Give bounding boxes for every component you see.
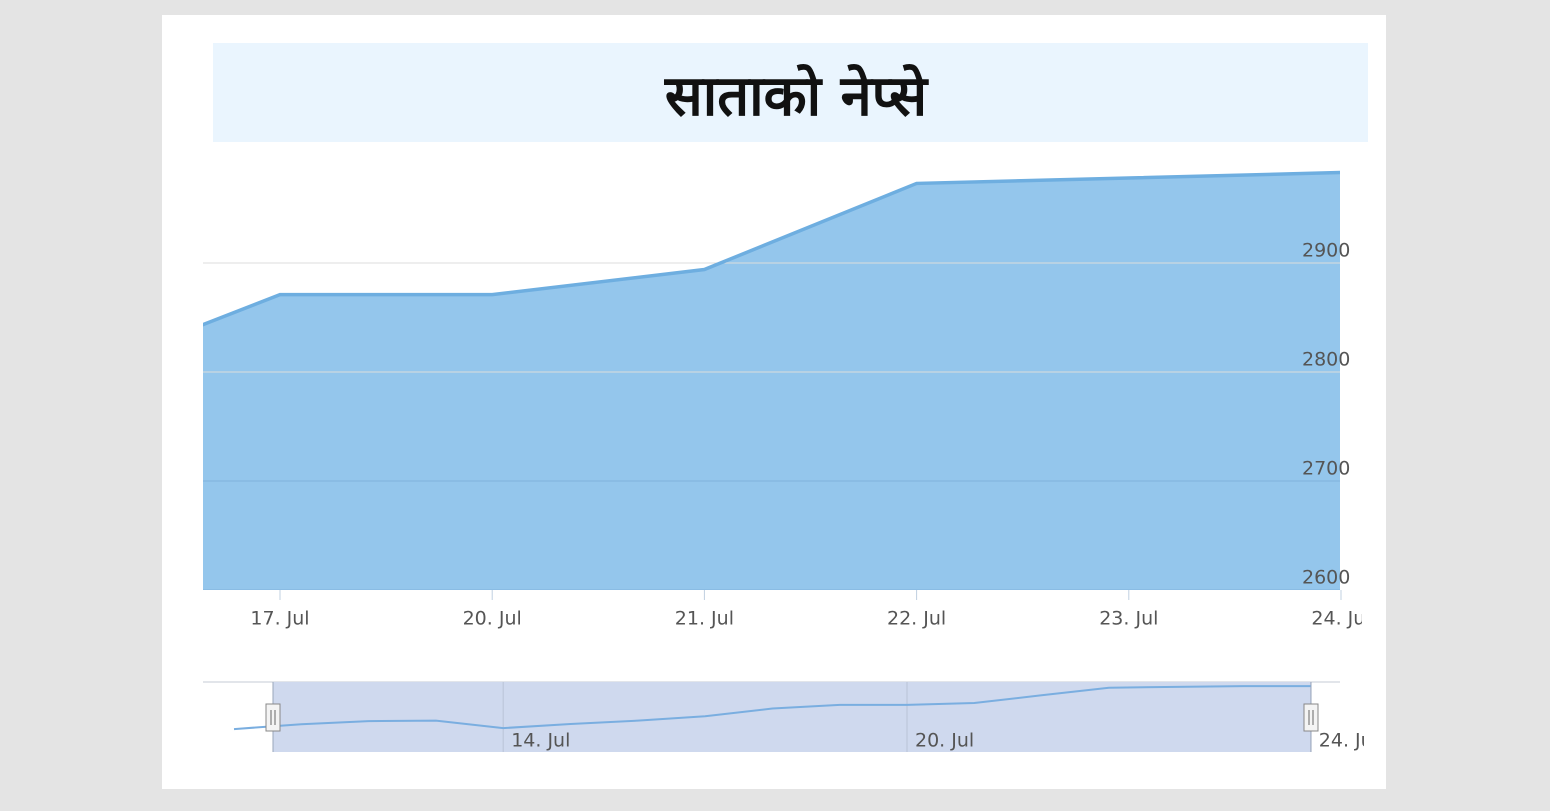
- x-labels: 17. Jul 20. Jul 21. Jul 22. Jul 23. Jul 24. J…: [250, 608, 1370, 630]
- chart-title: साताको नेप्से: [664, 63, 929, 129]
- navigator-label: 24. Jul: [1319, 730, 1378, 752]
- title-box: [213, 43, 1368, 142]
- axis: 2600 2700 2800 2900: [279, 240, 1350, 600]
- x-tick-label: 21. Jul: [675, 608, 734, 630]
- y-tick-label: 2700: [1302, 458, 1350, 480]
- y-tick-label: 2900: [1302, 240, 1350, 262]
- x-tick-label: 24. Jul: [1311, 608, 1370, 630]
- area: [203, 172, 1340, 590]
- x-tick-label: 20. Jul: [463, 608, 522, 630]
- navigator-line: [233, 685, 1311, 731]
- navigator-handle[interactable]: [1303, 703, 1319, 732]
- area-line: [203, 170, 1340, 327]
- plot: [203, 170, 1340, 590]
- handle-box: [265, 703, 281, 732]
- y-tick-label: 2800: [1302, 349, 1350, 371]
- x-tick-label: 17. Jul: [250, 608, 309, 630]
- navigator-handle[interactable]: [265, 703, 281, 732]
- navigator-mask: [273, 682, 1311, 752]
- x-tick-label: 23. Jul: [1099, 608, 1158, 630]
- x-tick-label: 22. Jul: [887, 608, 946, 630]
- navigator-label: 20. Jul: [915, 730, 974, 752]
- handle-box: [1303, 703, 1319, 732]
- navigator: 14. Jul 20. Jul 24. Jul: [233, 682, 1378, 752]
- y-tick-label: 2600: [1302, 567, 1350, 589]
- navigator-label: 14. Jul: [511, 730, 570, 752]
